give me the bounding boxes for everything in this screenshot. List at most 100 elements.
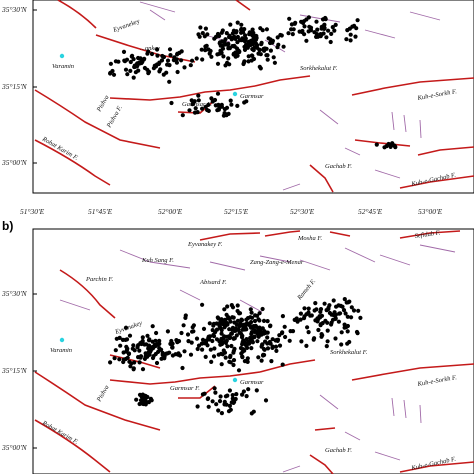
- epicenter-dot: [264, 46, 269, 51]
- epicenter-dot: [260, 306, 265, 312]
- epicenter-dot: [215, 91, 221, 96]
- epicenter-dot: [200, 302, 205, 307]
- epicenter-dot: [156, 61, 161, 67]
- epicenter-dot: [150, 339, 155, 344]
- epicenter-dot: [345, 329, 350, 334]
- epicenter-dot: [344, 37, 349, 42]
- epicenter-dot: [228, 360, 233, 365]
- epicenter-dot: [203, 354, 208, 359]
- city-label-garmsar: Garmsar: [240, 379, 264, 386]
- epicenter-dot: [150, 324, 155, 329]
- epicenter-dot: [220, 46, 226, 51]
- epicenter-dot: [179, 330, 184, 336]
- epicenter-dot: [189, 340, 194, 345]
- panel-a-lat-3515: 35°15'N: [1, 82, 28, 91]
- fault-line: [199, 232, 261, 241]
- epicenter-dot: [354, 329, 360, 335]
- epicenter-dot: [231, 362, 236, 368]
- fault-line: [34, 89, 161, 149]
- fault-label: Garmsar F.: [182, 101, 212, 108]
- epicenter-dot: [127, 333, 133, 338]
- epicenter-dot: [304, 17, 309, 22]
- epicenter-dot: [125, 355, 130, 360]
- lon-5145: 51°45'E: [88, 207, 113, 216]
- epicenter-dot: [219, 336, 224, 341]
- epicenter-dot: [358, 315, 363, 320]
- epicenter-dot: [205, 396, 210, 402]
- epicenter-dot: [243, 340, 248, 345]
- epicenter-dot: [275, 35, 280, 40]
- epicenter-dot: [220, 39, 225, 44]
- fault-line: [59, 269, 116, 319]
- epicenter-dot: [158, 347, 163, 352]
- epicenter-dot: [262, 352, 267, 358]
- epicenter-dot: [300, 20, 306, 25]
- epicenter-dot: [271, 55, 276, 60]
- epicenter-dot: [190, 329, 195, 334]
- lon-5300: 53°00'E: [418, 207, 443, 216]
- epicenter-dot: [249, 331, 254, 337]
- epicenter-dot: [241, 389, 246, 394]
- epicenter-dot: [266, 36, 271, 41]
- epicenter-dot: [374, 142, 379, 147]
- fault-label: Pishva F.: [105, 104, 124, 130]
- epicenter-dot: [145, 51, 150, 56]
- epicenter-dot: [140, 401, 145, 406]
- epicenter-dot: [203, 26, 208, 31]
- fault-label: Sefidab F.: [414, 229, 441, 240]
- epicenter-dot: [224, 402, 229, 407]
- epicenter-dot: [329, 31, 334, 36]
- epicenter-dot: [301, 316, 307, 321]
- epicenter-dot: [217, 324, 222, 329]
- epicenter-dot: [203, 44, 208, 49]
- epicenter-dot: [210, 399, 215, 404]
- panel-a: 35°30'N 35°15'N 35°00'N: [1, 0, 474, 194]
- epicenter-dot: [338, 303, 343, 308]
- fault-label: Kuh-e-Gachab F.: [410, 172, 457, 188]
- epicenter-dot: [228, 22, 233, 27]
- epicenter-dot: [234, 46, 240, 51]
- epicenter-dot: [205, 343, 210, 348]
- epicenter-dot: [326, 28, 331, 33]
- epicenter-dot: [260, 342, 265, 347]
- epicenter-dot: [352, 23, 357, 28]
- epicenter-dot: [272, 60, 277, 65]
- epicenter-dot: [237, 323, 242, 328]
- city-label-varamin: Varamin: [50, 347, 72, 354]
- fault-line: [399, 175, 474, 189]
- epicenter-dot: [388, 144, 393, 149]
- epicenter-dot: [257, 47, 262, 52]
- epicenter-dot: [128, 59, 133, 65]
- epicenter-dot: [249, 310, 254, 315]
- epicenter-dot: [279, 33, 284, 38]
- epicenter-dot: [230, 393, 235, 398]
- epicenter-dot: [235, 318, 240, 323]
- epicenter-dot: [160, 53, 165, 59]
- epicenter-dot: [195, 346, 200, 352]
- epicenter-dot: [239, 22, 244, 27]
- epicenter-dot: [333, 22, 338, 27]
- fault-label: Rameh F.: [296, 278, 318, 302]
- epicenter-dot: [197, 34, 202, 39]
- epicenter-dot: [145, 333, 150, 338]
- epicenter-dot: [319, 313, 325, 318]
- epicenter-dot: [287, 16, 292, 21]
- epicenter-dot: [286, 31, 291, 36]
- epicenter-dot: [298, 317, 303, 322]
- epicenter-dot: [268, 48, 273, 53]
- epicenter-dot: [346, 300, 351, 305]
- epicenter-dot: [250, 42, 255, 47]
- epicenter-dot: [265, 330, 270, 335]
- epicenter-dot: [226, 316, 231, 321]
- epicenter-dot: [131, 367, 136, 372]
- epicenter-dot: [215, 61, 221, 66]
- epicenter-dot: [314, 19, 319, 24]
- fault-label: Kuh Sang F.: [141, 257, 174, 264]
- epicenter-dot: [211, 332, 216, 338]
- epicenter-dot: [282, 324, 287, 329]
- epicenter-dot: [315, 34, 320, 39]
- fault-line: [351, 77, 474, 96]
- epicenter-dot: [190, 325, 195, 330]
- epicenter-dot: [276, 42, 281, 47]
- epicenter-dot: [121, 350, 126, 355]
